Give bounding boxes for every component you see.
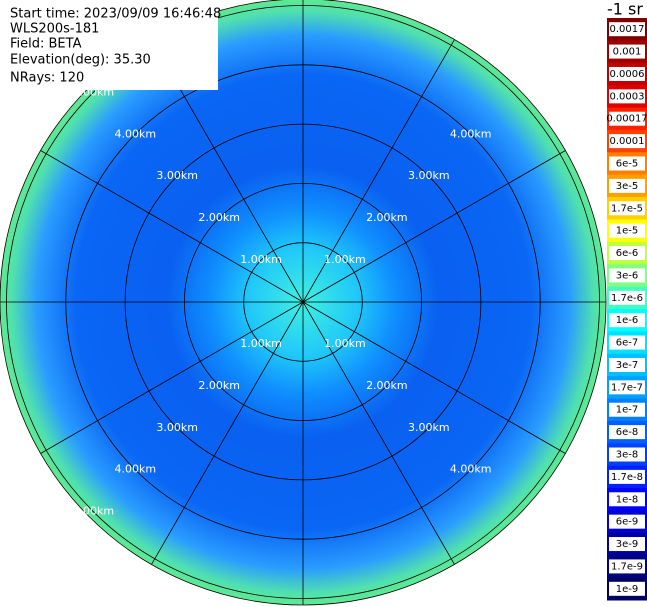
colorbar-label: 1.7e-9: [611, 561, 643, 572]
range-label: 2.00km: [198, 211, 240, 224]
colorbar-label: 1.7e-8: [611, 472, 643, 483]
colorbar-title: -1 sr: [607, 0, 643, 19]
colorbar: 0.0017 0.001 0.0006 0.0003 0.00017 0.0001 6e-5…: [606, 18, 647, 601]
info-box: [6, 4, 218, 90]
colorbar-label-box: [609, 22, 645, 37]
spoke: [302, 301, 455, 565]
spoke: [40, 301, 304, 454]
colorbar-label: 1e-5: [616, 226, 639, 237]
colorbar-label-box: [609, 134, 645, 149]
colorbar-label-box: [609, 246, 645, 261]
colorbar-label: 3e-6: [616, 270, 639, 281]
colorbar-label: 3e-8: [616, 450, 639, 461]
info-line: Start time: 2023/09/09 16:46:48: [10, 7, 221, 22]
range-label: 1.00km: [240, 337, 282, 350]
info-line: Field: BETA: [10, 37, 82, 52]
colorbar-label-box: [609, 111, 645, 126]
colorbar-label: 1e-7: [616, 405, 639, 416]
colorbar-label: 3e-7: [616, 360, 639, 371]
colorbar-label: 1.7e-6: [611, 293, 643, 304]
colorbar-label: 0.0017: [610, 24, 645, 35]
colorbar-label-box: [609, 447, 645, 462]
colorbar-label: 1e-9: [616, 584, 639, 595]
range-label: 2.00km: [366, 379, 408, 392]
colorbar-label: 6e-6: [616, 248, 639, 259]
spoke: [40, 150, 304, 303]
range-grid: [0, 0, 607, 606]
colorbar-label: 3e-9: [616, 539, 639, 550]
colorbar-label: 0.001: [613, 47, 642, 58]
range-label: 4.00km: [450, 127, 492, 140]
colorbar-label: 1e-6: [616, 315, 639, 326]
info-text: Start time: 2023/09/09 16:46:48WLS200s-1…: [10, 7, 221, 86]
colorbar-label-box: [609, 268, 645, 283]
colorbar-label-box: [609, 335, 645, 350]
colorbar-label-box: [609, 425, 645, 440]
colorbar-label-box: [609, 537, 645, 552]
colorbar-label: 6e-5: [616, 159, 639, 170]
colorbar-label-box: [609, 514, 645, 529]
colorbar-label: 1.7e-5: [611, 203, 643, 214]
colorbar-label-box: [609, 44, 645, 59]
range-labels: 1.00km 1.00km 1.00km 1.00km 2.00km 2.00km 2.00…: [73, 85, 492, 517]
colorbar-label-box: [609, 559, 645, 574]
range-label: 2.00km: [366, 211, 408, 224]
range-label: 1.00km: [324, 253, 366, 266]
spoke: [151, 301, 304, 565]
colorbar-label: 3e-5: [616, 181, 639, 192]
colorbar-label-box: [609, 492, 645, 507]
range-label: 2.00km: [198, 379, 240, 392]
colorbar-label-box: [609, 581, 645, 596]
colorbar-label-box: [609, 201, 645, 216]
range-label: 4.00km: [114, 463, 156, 476]
range-label: 4.00km: [114, 127, 156, 140]
info-line: Elevation(deg): 35.30: [10, 53, 151, 68]
info-line: NRays: 120: [10, 71, 84, 86]
range-label: 5.00km: [73, 505, 115, 518]
colorbar-label-box: [609, 223, 645, 238]
colorbar-label: 1e-8: [616, 494, 639, 505]
colorbar-label: 1.7e-7: [611, 382, 643, 393]
colorbar-label-box: [609, 469, 645, 484]
colorbar-label: 0.00017: [606, 114, 647, 125]
range-label: 4.00km: [450, 463, 492, 476]
colorbar-label: 0.0006: [610, 69, 645, 80]
colorbar-label-box: [609, 380, 645, 395]
range-label: 1.00km: [240, 253, 282, 266]
spoke: [302, 150, 566, 303]
range-label: 3.00km: [156, 421, 198, 434]
colorbar-label: 6e-8: [616, 427, 639, 438]
colorbar-label-box: [609, 156, 645, 171]
colorbar-label: 6e-7: [616, 338, 639, 349]
colorbar-label-box: [609, 357, 645, 372]
colorbar-label: 6e-9: [616, 517, 639, 528]
spoke: [302, 301, 566, 454]
colorbar-label-box: [609, 290, 645, 305]
colorbar-label: 0.0001: [610, 136, 645, 147]
spoke: [302, 39, 455, 303]
range-label: 3.00km: [156, 169, 198, 182]
colorbar-label: 0.0003: [610, 91, 645, 102]
range-label: 1.00km: [324, 337, 366, 350]
colorbar-label-box: [609, 402, 645, 417]
range-label: 3.00km: [408, 169, 450, 182]
colorbar-label-box: [609, 66, 645, 81]
colorbar-label-box: [609, 89, 645, 104]
colorbar-label-box: [609, 178, 645, 193]
range-label: 3.00km: [408, 421, 450, 434]
info-line: WLS200s-181: [10, 22, 99, 37]
colorbar-label-box: [609, 313, 645, 328]
